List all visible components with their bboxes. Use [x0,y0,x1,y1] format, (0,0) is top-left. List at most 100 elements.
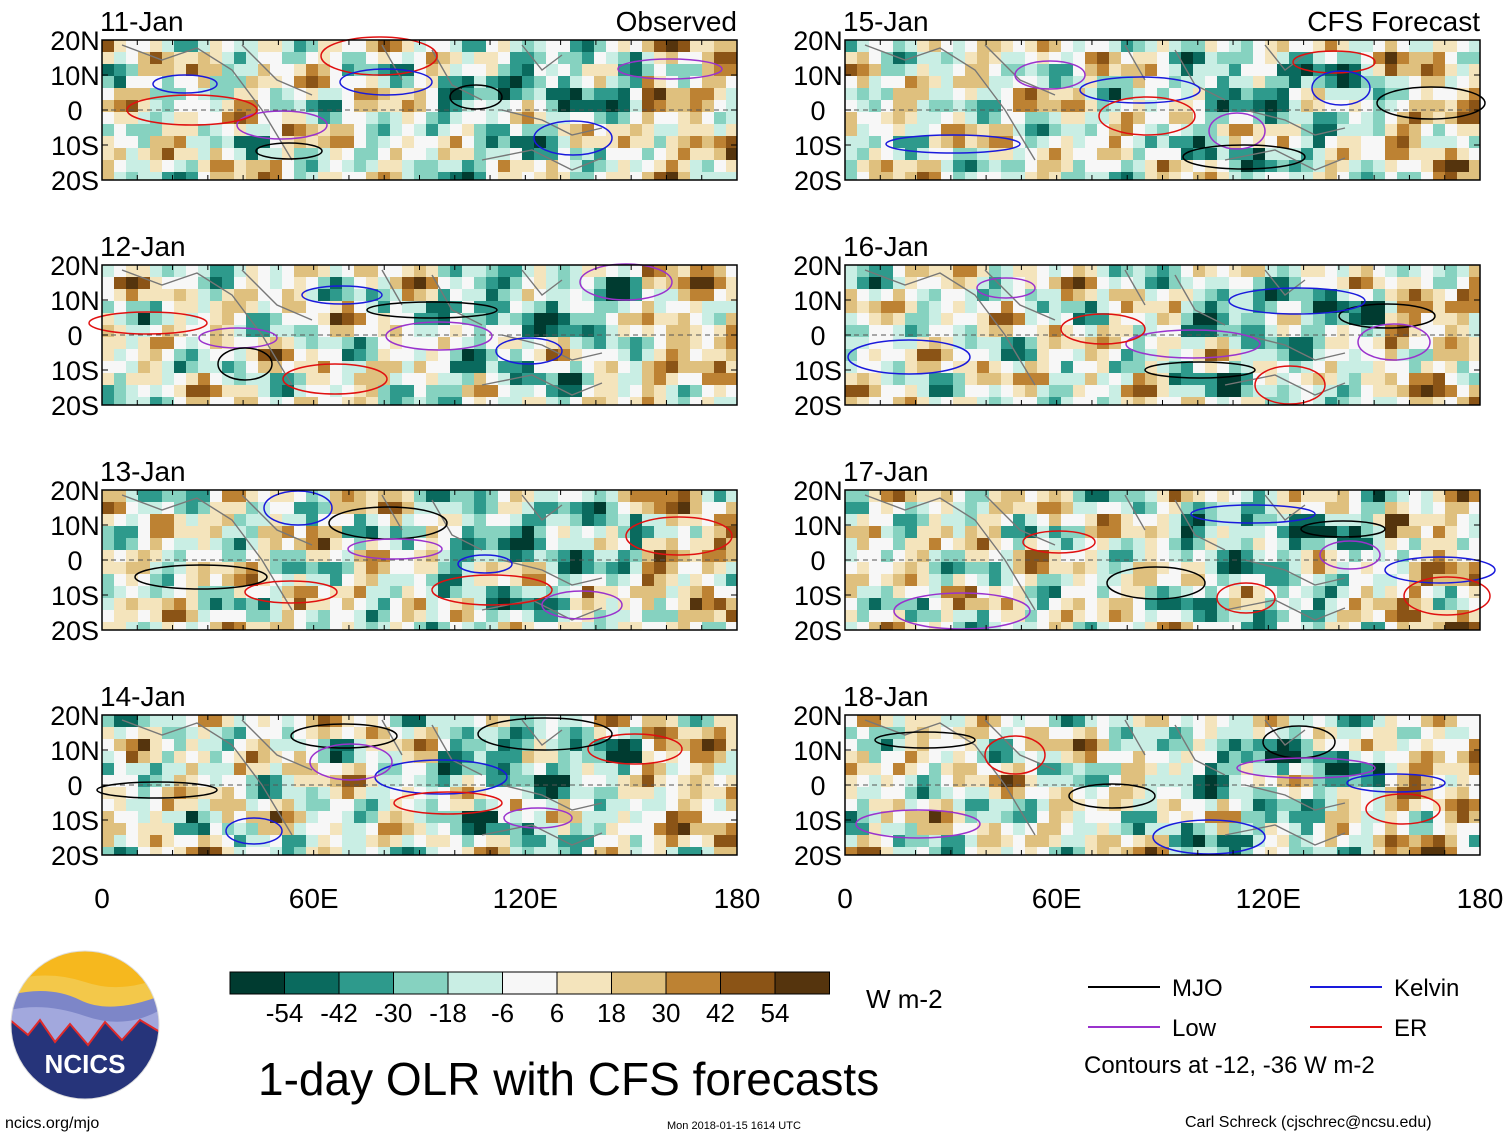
colorbar-label: 6 [550,998,564,1028]
contour-mjo [1338,303,1436,329]
contour-mjo [477,717,613,751]
map-panel [96,714,738,856]
y-tick-label: 10N [50,61,100,91]
contour-mjo [1376,86,1486,120]
contour-kelvin [495,337,563,365]
contour-kelvin [301,285,383,305]
y-tick-label: 10N [793,511,843,541]
timestamp: Mon 2018-01-15 1614 UTC [667,1120,801,1132]
column-label: CFS Forecast [1307,6,1480,37]
colorbar-label: -30 [375,998,413,1028]
contour-er [88,311,208,335]
colorbar-label: -6 [491,998,514,1028]
panel-date: 12-Jan [100,231,186,262]
contour-low [541,590,623,620]
x-tick-label: 120E [1236,883,1301,914]
y-tick-label: 20N [793,26,843,56]
contour-mjo [449,84,503,110]
contour-er [625,516,733,556]
x-tick-label: 0 [837,883,853,914]
contour-mjo [1068,783,1156,809]
colorbar-swatch [338,971,394,995]
y-tick-label: 20S [51,391,99,421]
panel-date: 16-Jan [843,231,929,262]
contour-er [1216,582,1276,614]
colorbar: -54 -42 -30 -18 -6 6 18 30 42 54 [229,971,830,1028]
contour-kelvin [152,74,218,94]
contour-legend: MJO Kelvin Low ER [1088,975,1459,1042]
colorbar-label: -54 [266,998,304,1028]
contour-er [1254,365,1326,405]
y-tick-label: 20N [50,701,100,731]
contour-kelvin [1311,70,1371,106]
panel-date: 15-Jan [843,6,929,37]
map-panel [844,39,1486,181]
x-tick-label: 0 [94,883,110,914]
y-tick-label: 20N [50,476,100,506]
legend-label: Kelvin [1394,975,1459,1002]
y-tick-label: 10N [793,286,843,316]
contour-kelvin [1190,504,1316,524]
y-tick-label: 10S [51,131,99,161]
y-tick-label: 20S [51,166,99,196]
y-tick-label: 10S [51,356,99,386]
colorbar-label: -18 [429,998,467,1028]
y-tick-label: 0 [67,771,82,801]
panel-date: 11-Jan [100,6,184,37]
url-link[interactable]: ncics.org/mjo [5,1115,100,1132]
map-panel [101,36,738,181]
contour-er [282,363,388,395]
y-tick-label: 10N [793,736,843,766]
colorbar-swatch [720,971,776,995]
y-tick-label: 20N [793,251,843,281]
x-tick-label: 180 [1457,883,1504,914]
map-panel [101,489,738,631]
contour-low [1014,60,1086,90]
logo-text: NCICS [45,1049,126,1079]
map-panel [844,714,1481,856]
column-label: Observed [616,6,737,37]
y-tick-label: 0 [810,771,825,801]
contour-mjo [255,142,323,160]
contour-kelvin [339,68,433,96]
contour-mjo [217,347,273,381]
contour-low [347,538,443,560]
contour-low [1357,323,1431,361]
colorbar-swatch [229,971,285,995]
contour-mjo [134,564,268,590]
contour-mjo [874,731,976,749]
contour-low [1236,757,1376,779]
colorbar-swatch [502,971,558,995]
colorbar-swatch [284,971,340,995]
contour-mjo [1182,144,1306,170]
y-tick-label: 20N [793,701,843,731]
y-tick-label: 10S [794,806,842,836]
colorbar-swatch [556,971,612,995]
colorbar-label: 30 [652,998,681,1028]
legend-label: MJO [1172,975,1223,1002]
contour-kelvin [847,339,971,375]
y-tick-label: 0 [810,546,825,576]
y-tick-label: 10N [50,286,100,316]
y-tick-label: 10N [50,511,100,541]
contour-kelvin [885,134,1021,154]
contour-er [1060,313,1146,345]
contour-low [617,58,723,80]
contour-er [1365,793,1441,825]
y-tick-label: 0 [810,96,825,126]
contour-mjo [1106,566,1206,600]
colorbar-swatch [393,971,449,995]
legend-label: Low [1172,1015,1217,1042]
contour-kelvin [225,817,283,845]
contour-low [385,321,493,351]
x-tick-label: 180 [714,883,761,914]
ncics-logo[interactable]: NCICS [10,950,160,1100]
panel-date: 14-Jan [100,681,186,712]
contour-er [393,791,503,815]
contour-low [893,592,1031,630]
contour-low [1125,329,1261,359]
y-tick-label: 10N [50,736,100,766]
contour-mjo [1300,520,1386,538]
y-tick-label: 10S [794,131,842,161]
contour-er [1098,96,1196,136]
